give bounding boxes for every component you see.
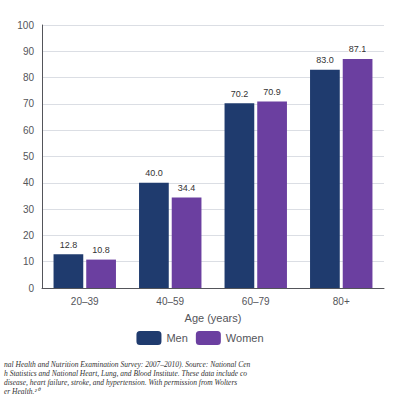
svg-text:20: 20 [23,230,35,241]
svg-text:83.0: 83.0 [316,55,334,65]
svg-text:80+: 80+ [333,296,350,307]
svg-text:12.8: 12.8 [60,240,78,250]
svg-text:40.0: 40.0 [145,168,163,178]
svg-text:70.2: 70.2 [231,89,249,99]
svg-text:30: 30 [23,204,35,215]
svg-text:er Health.²⁰: er Health.²⁰ [4,387,41,396]
svg-text:60: 60 [23,125,35,136]
svg-text:0: 0 [28,283,34,294]
svg-text:10.8: 10.8 [92,245,110,255]
svg-text:10: 10 [23,256,35,267]
svg-text:60–79: 60–79 [242,296,270,307]
svg-text:Women: Women [226,332,264,344]
svg-text:Age (years): Age (years) [185,312,242,324]
svg-text:nal Health and Nutrition Exami: nal Health and Nutrition Examination Sur… [4,360,251,369]
svg-text:Men: Men [166,332,187,344]
svg-text:70.9: 70.9 [263,87,281,97]
svg-text:87.1: 87.1 [349,44,367,54]
svg-text:disease, heart failure, stroke: disease, heart failure, stroke, and hype… [4,378,237,387]
svg-text:70: 70 [23,98,35,109]
svg-text:40–59: 40–59 [156,296,184,307]
svg-text:100: 100 [17,20,34,31]
svg-text:50: 50 [23,151,35,162]
svg-text:40: 40 [23,177,35,188]
svg-text:80: 80 [23,72,35,83]
svg-text:90: 90 [23,46,35,57]
svg-text:34.4: 34.4 [178,183,196,193]
svg-text:20–39: 20–39 [71,296,99,307]
svg-text:h Statistics and National Hear: h Statistics and National Heart, Lung, a… [4,369,247,378]
